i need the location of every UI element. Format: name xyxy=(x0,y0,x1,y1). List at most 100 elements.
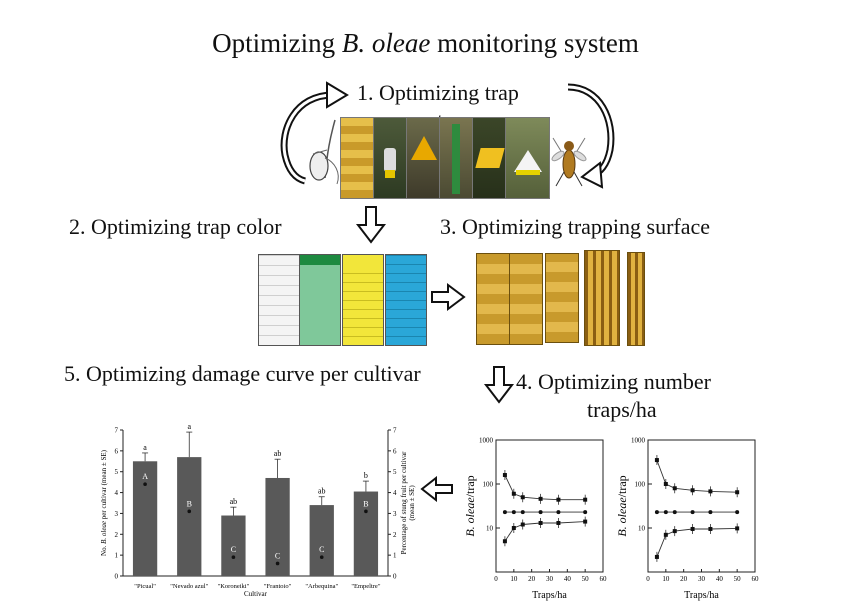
x-tick-label: 60 xyxy=(600,575,608,583)
data-point xyxy=(672,510,677,515)
y-right-tick-label: 2 xyxy=(393,531,397,539)
y-right-axis-label-line2: (mean ± SE) xyxy=(408,485,416,521)
bar-letter: a xyxy=(143,443,147,452)
x-tick-label: 50 xyxy=(734,575,742,583)
surface-strip-4 xyxy=(584,250,620,346)
y-tick-label: 100 xyxy=(635,481,646,489)
bar xyxy=(353,491,379,576)
left-cycle-arrow-icon xyxy=(280,81,349,185)
series-line xyxy=(656,459,738,493)
x-tick-label: 0 xyxy=(494,575,498,583)
x-tick-label: "Nevado azul" xyxy=(170,583,208,590)
step3-label: 3. Optimizing trapping surface xyxy=(440,214,711,239)
bar xyxy=(221,515,246,576)
bar-letter: ab xyxy=(274,449,282,458)
bar-letter: ab xyxy=(230,497,238,506)
stung-fruit-point xyxy=(231,555,236,560)
data-point xyxy=(583,510,588,515)
trap-photo-3 xyxy=(406,117,441,199)
right-cycle-arrow-icon xyxy=(567,83,615,189)
surface-strip-2 xyxy=(509,253,543,345)
bar xyxy=(265,477,290,576)
y-axis-label: B. oleae/trap xyxy=(463,475,477,536)
series-line xyxy=(504,521,586,542)
step2-label: 2. Optimizing trap color xyxy=(69,214,282,239)
bar-letter: b xyxy=(364,471,368,480)
green-trap-card xyxy=(299,254,341,346)
y-tick-label: 10 xyxy=(638,525,646,533)
x-tick-label: 60 xyxy=(752,575,760,583)
y-right-tick-label: 4 xyxy=(393,489,397,497)
x-tick-label: "Empeltre" xyxy=(351,583,380,590)
surface-strip-1 xyxy=(476,253,510,345)
y-tick-label: 10 xyxy=(486,525,494,533)
bar xyxy=(177,457,202,576)
y-tick-label: 7 xyxy=(115,427,119,435)
x-axis-label: Cultivar xyxy=(244,590,268,598)
stung-fruit-point xyxy=(187,509,192,514)
traps-per-ha-chart-2: 10 100 1000 0 10 20 30 40 50 60 Traps/ha B. oleae/t… xyxy=(615,437,760,602)
data-point xyxy=(663,510,668,515)
blue-trap-card xyxy=(385,254,427,346)
data-point xyxy=(511,510,516,515)
olive-fly-icon xyxy=(551,137,587,187)
step4-label: 4. Optimizing number xyxy=(516,369,711,394)
stung-fruit-point xyxy=(319,555,324,560)
series-line xyxy=(656,527,738,558)
step5-label: 5. Optimizing damage curve per cultivar xyxy=(64,361,421,386)
x-tick-label: 30 xyxy=(546,575,554,583)
down-arrow-2-icon xyxy=(483,366,515,404)
x-tick-label: "Koroneiki" xyxy=(218,583,250,590)
olive-branch-icon xyxy=(309,119,339,185)
series-line xyxy=(504,474,586,501)
white-trap-card xyxy=(258,254,300,346)
step4-label-cont: traps/ha xyxy=(587,397,657,422)
data-point xyxy=(708,510,713,515)
plot-frame xyxy=(647,439,756,573)
stung-fruit-point xyxy=(364,509,368,514)
y-tick-label: 1000 xyxy=(631,437,646,445)
y-axis-label-species: B. oleae xyxy=(463,497,477,537)
y-tick-label: 5 xyxy=(115,468,119,476)
y-axis-label-suffix: per cultivar (mean ± SE) xyxy=(100,449,108,521)
y-right-tick-label: 0 xyxy=(393,573,397,581)
right-arrow-icon xyxy=(431,283,466,311)
bar xyxy=(132,461,158,576)
point-letter: A xyxy=(142,472,148,481)
point-letter: B xyxy=(187,499,192,508)
point-letter: C xyxy=(319,545,324,554)
x-axis-label: Traps/ha xyxy=(532,590,567,601)
stung-fruit-point xyxy=(275,561,280,566)
data-point xyxy=(735,510,740,515)
y-axis-label-prefix: No. xyxy=(100,544,108,556)
bar-letter: ab xyxy=(318,487,326,496)
y-right-tick-label: 3 xyxy=(393,510,397,518)
damage-curve-bar-chart: 0 1 2 3 4 5 6 7 0 1 2 3 4 5 6 7 a A "Picual" a B "Nevado azul… xyxy=(100,424,416,598)
y-tick-label: 0 xyxy=(115,573,119,581)
x-tick-label: "Arbequina" xyxy=(305,583,338,590)
x-tick-label: "Frantoio" xyxy=(264,583,292,590)
surface-strip-5 xyxy=(627,252,645,346)
x-tick-label: 20 xyxy=(528,575,536,583)
x-tick-label: 0 xyxy=(646,575,650,583)
x-tick-label: 20 xyxy=(680,575,688,583)
data-point xyxy=(538,510,543,515)
y-right-axis-label: Percentage of stung fruit per cultivar(m… xyxy=(400,451,416,554)
diagram-title: Optimizing B. oleae monitoring system xyxy=(0,28,851,59)
trap-photo-1 xyxy=(340,117,375,199)
y-tick-label: 4 xyxy=(115,489,119,497)
bar xyxy=(309,505,334,576)
traps-per-ha-chart-1: 10 100 1000 0 10 20 30 40 50 60 Traps/ha B. oleae/t… xyxy=(463,437,608,602)
y-right-tick-label: 6 xyxy=(393,447,397,455)
data-point xyxy=(654,510,659,515)
y-right-tick-label: 1 xyxy=(393,552,397,560)
y-tick-label: 1 xyxy=(115,552,119,560)
x-tick-label: 40 xyxy=(716,575,724,583)
y-right-axis-label-line1: Percentage of stung fruit per cultivar xyxy=(400,451,408,554)
left-arrow-icon xyxy=(420,476,453,502)
yellow-trap-card xyxy=(342,254,384,346)
y-axis-label-species: B. oleae xyxy=(615,497,629,537)
y-right-tick-label: 5 xyxy=(393,468,397,476)
title-prefix: Optimizing xyxy=(212,28,342,58)
data-point xyxy=(690,510,695,515)
